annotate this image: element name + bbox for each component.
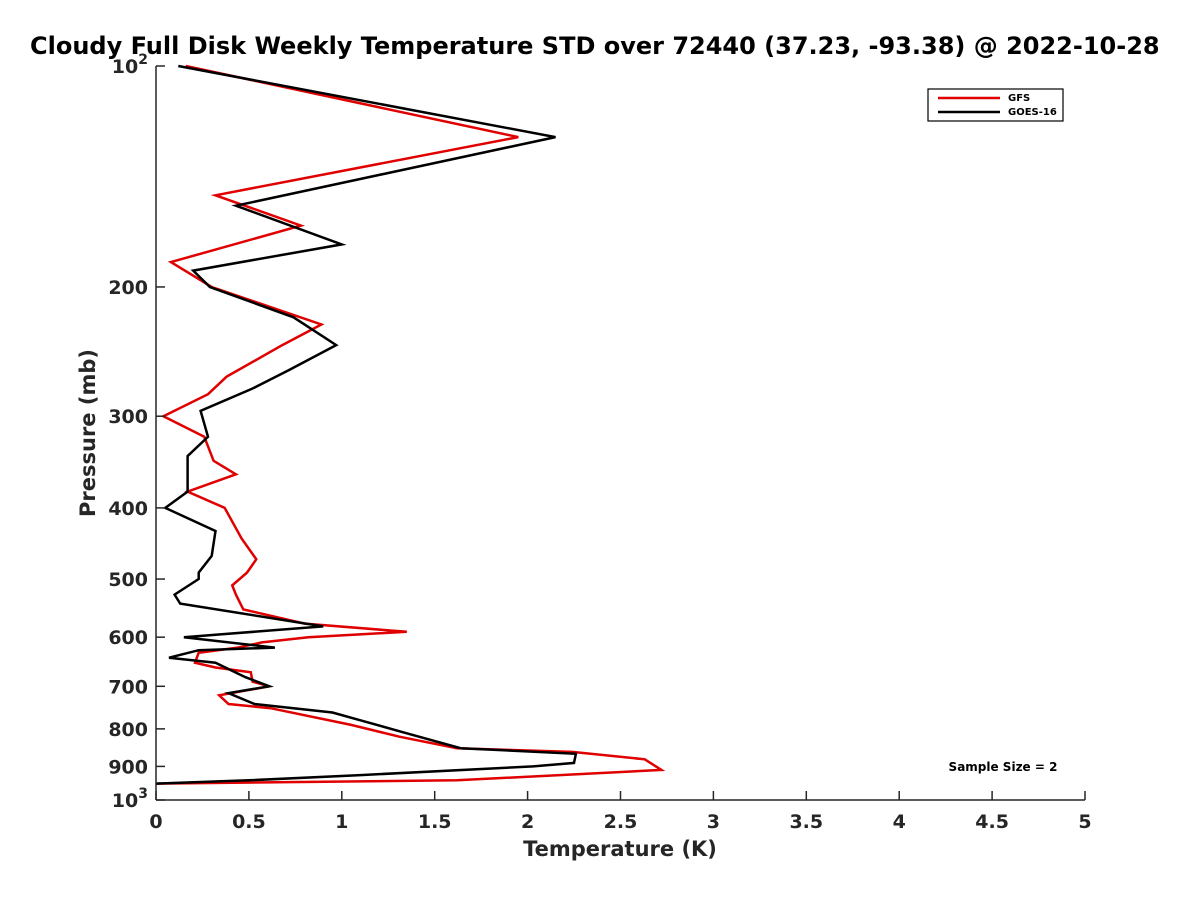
y-tick-label: 300 bbox=[108, 406, 148, 428]
x-tick-label: 5 bbox=[1078, 811, 1091, 833]
x-ticks: 0 0.5 1 1.5 2 2.5 3 3.5 4 4.5 5 bbox=[149, 791, 1092, 833]
legend-box bbox=[927, 88, 1064, 122]
axes bbox=[155, 66, 1085, 801]
y-axis-label: Pressure (mb) bbox=[76, 349, 100, 517]
y-tick-label: 700 bbox=[108, 676, 148, 698]
y-tick-label: 400 bbox=[108, 498, 148, 520]
x-axis-label: Temperature (K) bbox=[523, 837, 717, 861]
y-tick-label: 900 bbox=[108, 756, 148, 778]
series-line-gfs bbox=[155, 64, 666, 785]
y-ticks: 102 200 300 400 500 600 700 800 900 103 bbox=[108, 52, 165, 812]
legend: GFS GOES-16 bbox=[927, 88, 1064, 122]
x-tick-label: 1.5 bbox=[418, 811, 452, 833]
sample-size-annotation: Sample Size = 2 bbox=[949, 760, 1058, 774]
x-tick-label: 1 bbox=[335, 811, 348, 833]
y-tick-label: 103 bbox=[112, 786, 148, 812]
legend-label-gfs: GFS bbox=[1008, 93, 1030, 104]
x-tick-label: 4 bbox=[893, 811, 906, 833]
y-tick-label: 102 bbox=[112, 52, 148, 78]
x-tick-label: 4.5 bbox=[975, 811, 1009, 833]
x-tick-label: 3.5 bbox=[789, 811, 823, 833]
x-tick-label: 0 bbox=[149, 811, 162, 833]
series-layer bbox=[155, 64, 666, 785]
x-tick-label: 0.5 bbox=[232, 811, 266, 833]
chart-title: Cloudy Full Disk Weekly Temperature STD … bbox=[30, 32, 1160, 60]
x-tick-label: 2 bbox=[521, 811, 534, 833]
y-tick-label: 600 bbox=[108, 627, 148, 649]
x-tick-label: 2.5 bbox=[604, 811, 638, 833]
x-tick-label: 3 bbox=[707, 811, 720, 833]
series-line-goes16 bbox=[155, 64, 578, 785]
y-tick-label: 800 bbox=[108, 719, 148, 741]
legend-label-goes16: GOES-16 bbox=[1008, 107, 1057, 118]
y-tick-label: 500 bbox=[108, 569, 148, 591]
y-tick-label: 200 bbox=[108, 277, 148, 299]
